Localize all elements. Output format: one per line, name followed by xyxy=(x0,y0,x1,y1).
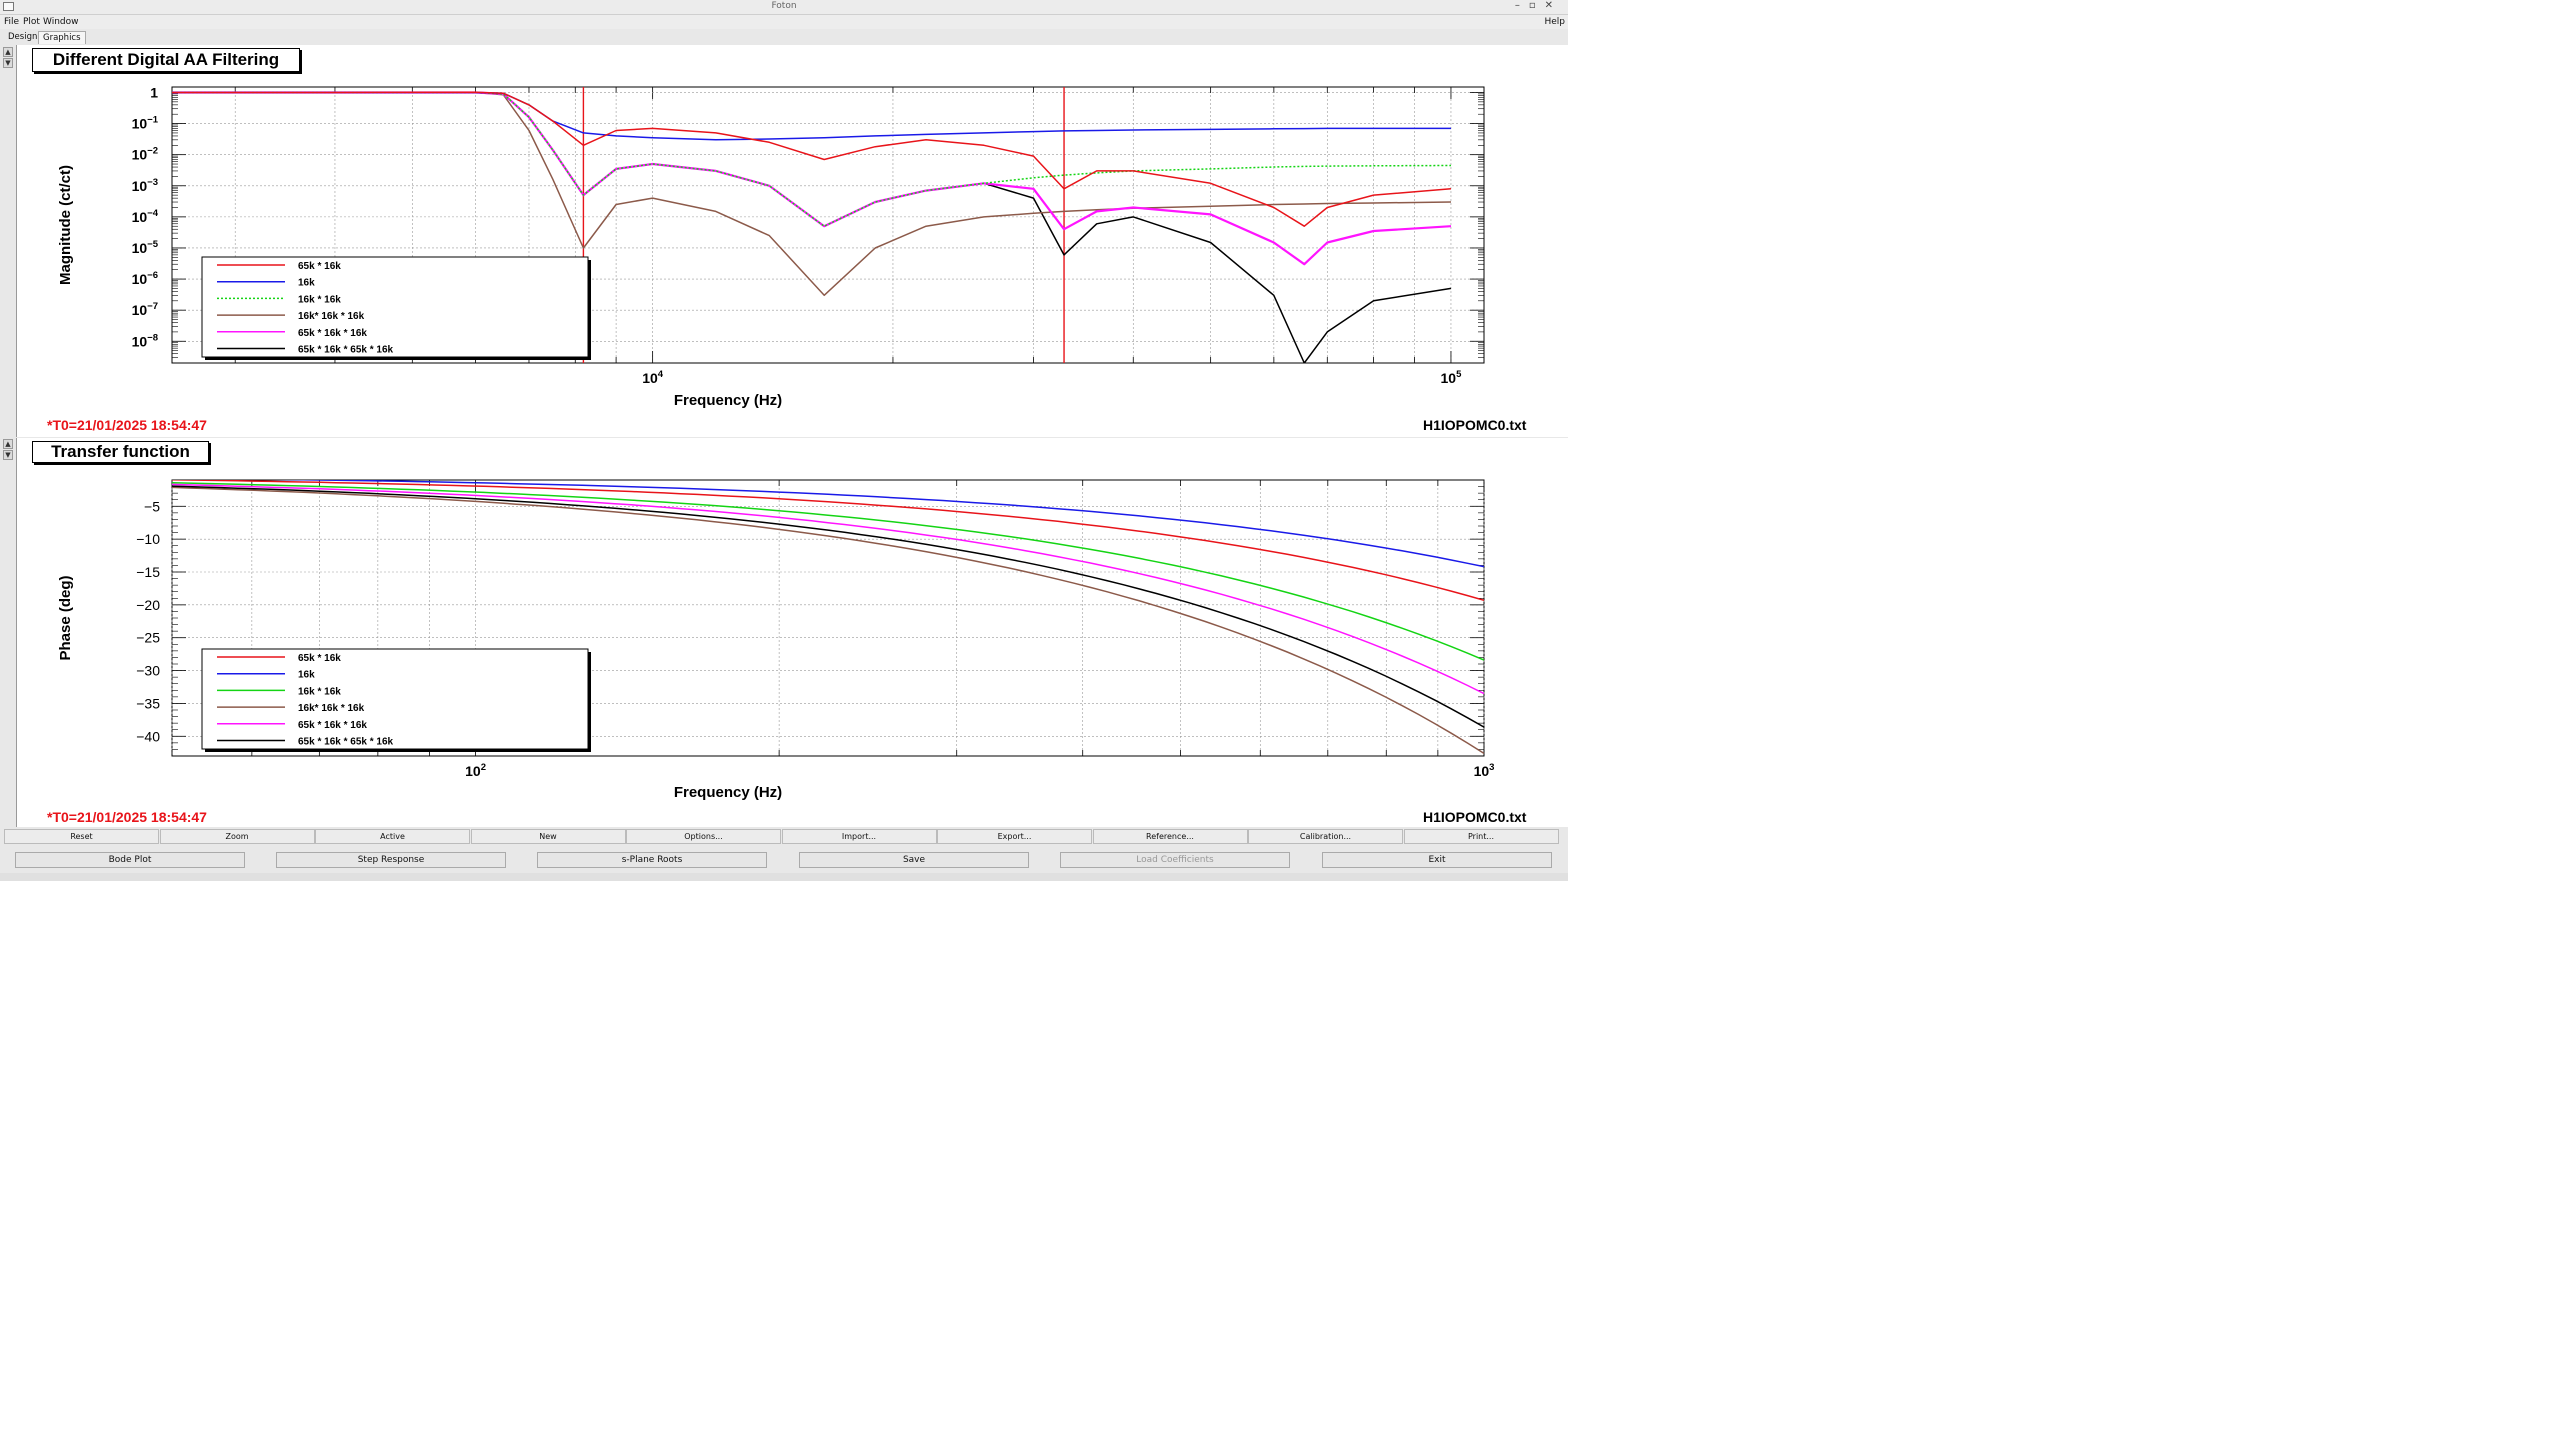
menu-window[interactable]: Window xyxy=(43,17,79,27)
series-line xyxy=(172,483,1484,695)
series-line xyxy=(172,485,1484,728)
options-button[interactable]: Options... xyxy=(626,829,781,844)
y-tick-label: 10−4 xyxy=(132,208,159,225)
tab-bar: Design Graphics xyxy=(0,30,1568,44)
bode-plot-button[interactable]: Bode Plot xyxy=(15,852,245,868)
series-line xyxy=(172,91,1452,297)
x-axis-label: Frequency (Hz) xyxy=(674,784,782,801)
magnitude-panel-title: Different Digital AA Filtering xyxy=(32,48,300,72)
save-button[interactable]: Save xyxy=(799,852,1029,868)
reference-button[interactable]: Reference... xyxy=(1092,829,1248,844)
y-tick-label: 10−7 xyxy=(132,301,158,318)
zoom-button[interactable]: Zoom xyxy=(159,829,315,844)
menu-file[interactable]: File xyxy=(4,17,20,27)
main-button-bar: Bode Plot Step Response s-Plane Roots Sa… xyxy=(0,852,1568,868)
phase-timestamp: *T0=21/01/2025 18:54:47 xyxy=(47,809,207,825)
series-line xyxy=(172,480,1484,602)
series-line xyxy=(172,91,1452,266)
x-axis-label: Frequency (Hz) xyxy=(674,392,782,409)
scroll-up-arrow-icon[interactable]: ▲ xyxy=(3,439,13,449)
y-tick-label: 10−3 xyxy=(132,177,158,194)
series-line xyxy=(172,482,1484,661)
y-tick-label: −20 xyxy=(136,597,160,613)
menu-plot[interactable]: Plot xyxy=(23,17,40,27)
new-button[interactable]: New xyxy=(470,829,626,844)
series-line xyxy=(266,480,1484,568)
legend-label: 16k * 16k xyxy=(298,686,341,697)
app-icon xyxy=(3,2,14,11)
active-button[interactable]: Active xyxy=(315,829,470,844)
step-response-button[interactable]: Step Response xyxy=(276,852,506,868)
scroll-down-arrow-icon[interactable]: ▼ xyxy=(3,58,13,68)
reset-button[interactable]: Reset xyxy=(4,829,159,844)
y-tick-label: −5 xyxy=(144,498,160,514)
series-line xyxy=(172,486,1484,755)
print-button[interactable]: Print... xyxy=(1403,829,1559,844)
y-tick-label: −25 xyxy=(136,630,160,646)
plot-toolbar: Reset Zoom Active New Options... Import.… xyxy=(4,829,1564,845)
series-line xyxy=(172,91,1452,227)
export-button[interactable]: Export... xyxy=(937,829,1092,844)
legend-label: 16k xyxy=(298,670,315,681)
y-tick-label: 10−2 xyxy=(132,146,158,163)
load-coefficients-button[interactable]: Load Coefficients xyxy=(1060,852,1290,868)
y-axis-label: Magnitude (ct/ct) xyxy=(57,165,74,285)
exit-button[interactable]: Exit xyxy=(1322,852,1552,868)
window-controls[interactable]: –▫✕ xyxy=(1514,0,1562,11)
legend-label: 65k * 16k * 16k xyxy=(298,720,367,731)
tab-design[interactable]: Design xyxy=(8,32,38,42)
legend-label: 16k * 16k xyxy=(298,294,341,305)
import-button[interactable]: Import... xyxy=(781,829,937,844)
phase-panel-title: Transfer function xyxy=(32,441,209,463)
y-axis-label: Phase (deg) xyxy=(57,575,74,660)
legend-label: 16k* 16k * 16k xyxy=(298,311,365,322)
legend-box xyxy=(201,648,589,750)
legend-label: 65k * 16k xyxy=(298,261,341,272)
magnitude-chart[interactable]: 1 10−1 10−2 10−3 10−4 10−5 10−6 10−7 10−8 104 105 F… xyxy=(16,45,1568,437)
scroll-up-arrow-icon[interactable]: ▲ xyxy=(3,47,13,57)
series-line xyxy=(172,91,1452,227)
menubar: File Plot Window Help xyxy=(0,15,1568,29)
phase-filename: H1IOPOMC0.txt xyxy=(1423,809,1527,825)
y-tick-label: −10 xyxy=(136,531,160,547)
legend-label: 65k * 16k * 16k xyxy=(298,328,367,339)
y-tick-label: −35 xyxy=(136,695,160,711)
y-tick-label: −30 xyxy=(136,663,160,679)
x-tick-label: 103 xyxy=(1474,762,1495,779)
window-title: Foton xyxy=(771,1,797,11)
legend-label: 65k * 16k * 65k * 16k xyxy=(298,737,394,748)
status-bar xyxy=(0,873,1568,881)
legend-label: 65k * 16k xyxy=(298,653,341,664)
x-tick-label: 105 xyxy=(1441,369,1463,386)
phase-chart[interactable]: −5 −10 −15 −20 −25 −30 −35 −40 102 103 Frequency (… xyxy=(16,438,1568,827)
s-plane-roots-button[interactable]: s-Plane Roots xyxy=(537,852,767,868)
x-tick-label: 104 xyxy=(642,369,664,386)
magnitude-filename: H1IOPOMC0.txt xyxy=(1423,417,1527,433)
legend-label: 65k * 16k * 65k * 16k xyxy=(298,345,394,356)
y-tick-label: 10−5 xyxy=(132,239,159,256)
foton-window: Foton –▫✕ File Plot Window Help Design G… xyxy=(0,0,1568,881)
y-tick-label: 10−8 xyxy=(132,332,158,349)
y-tick-label: −15 xyxy=(136,564,160,580)
legend-label: 16k xyxy=(298,278,315,289)
x-tick-label: 102 xyxy=(465,762,486,779)
legend-label: 16k* 16k * 16k xyxy=(298,703,365,714)
legend-box xyxy=(201,256,589,358)
y-tick-label: 10−1 xyxy=(132,115,159,132)
y-tick-label: −40 xyxy=(136,728,160,744)
y-tick-label: 10−6 xyxy=(132,270,158,287)
tab-graphics[interactable]: Graphics xyxy=(38,31,86,44)
scroll-down-arrow-icon[interactable]: ▼ xyxy=(3,450,13,460)
calibration-button[interactable]: Calibration... xyxy=(1248,829,1403,844)
y-tick-label: 1 xyxy=(150,84,158,100)
window-titlebar: Foton –▫✕ xyxy=(0,0,1568,15)
magnitude-timestamp: *T0=21/01/2025 18:54:47 xyxy=(47,417,207,433)
menu-help[interactable]: Help xyxy=(1544,17,1565,27)
